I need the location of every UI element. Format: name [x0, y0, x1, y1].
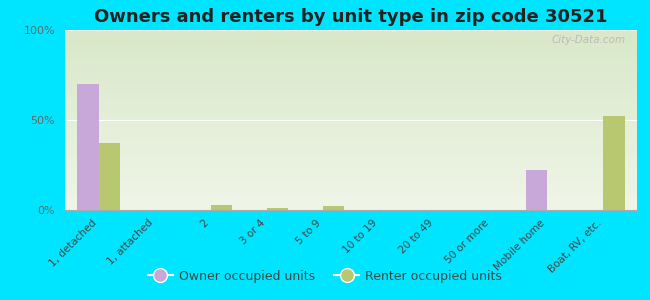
Bar	[603, 116, 625, 210]
Legend: Owner occupied units, Renter occupied units: Owner occupied units, Renter occupied un…	[143, 265, 507, 288]
Bar	[526, 170, 547, 210]
Text: City-Data.com: City-Data.com	[551, 35, 625, 45]
Bar	[77, 84, 99, 210]
Bar	[211, 205, 232, 210]
Title: Owners and renters by unit type in zip code 30521: Owners and renters by unit type in zip c…	[94, 8, 608, 26]
Bar	[323, 206, 345, 210]
Bar	[267, 208, 288, 210]
Bar	[99, 143, 120, 210]
